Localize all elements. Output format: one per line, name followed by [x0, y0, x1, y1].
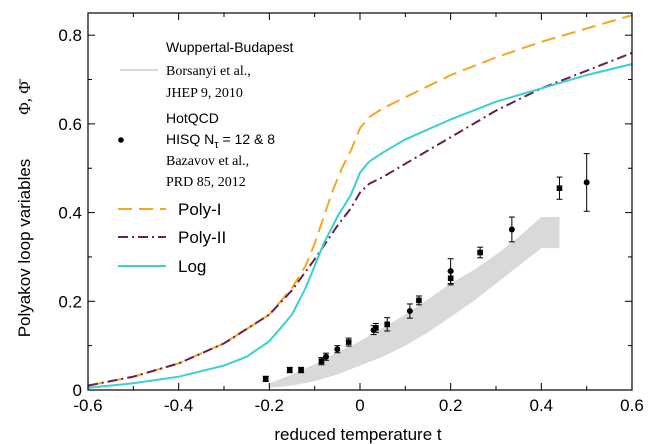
y-tick-label: 0.6	[58, 115, 82, 134]
y-axis-title-text: Polyakov loop variables	[15, 159, 34, 338]
data-point-square	[318, 358, 325, 364]
y-tick-label: 0	[73, 381, 82, 400]
y-axis-symbols: Φ, Φ̄	[15, 78, 34, 114]
y-tick-label: 0.4	[58, 204, 82, 223]
data-point-square	[384, 321, 390, 328]
axis-ticks-layer: -0.6 -0.4 -0.2 0 0.2 0.4 0.6 0 0.2 0.4 0.6 0.8	[58, 13, 644, 415]
legend-poly1-label: Poly-I	[178, 200, 221, 219]
data-point-square	[286, 367, 293, 373]
legend-hotqcd-ref1: Bazavov et al.,	[166, 154, 249, 169]
log-curve	[87, 63, 633, 389]
legend-hotqcd-sub: HISQ Nτ = 12 & 8	[166, 131, 275, 151]
x-tick-label: -0.2	[255, 396, 284, 415]
legend-hotqcd-sub-prefix: HISQ N	[166, 131, 214, 147]
legend-log-label: Log	[178, 257, 206, 276]
legend-wb-ref1: Borsanyi et al.,	[166, 64, 251, 79]
y-axis-title: Polyakov loop variables	[15, 159, 34, 338]
legend-poly2-label: Poly-II	[178, 228, 226, 247]
data-point-square	[556, 185, 563, 191]
data-point-square	[447, 275, 454, 282]
data-point-circle	[406, 308, 413, 315]
legend-hotqcd-marker	[118, 137, 124, 143]
x-tick-label: 0.2	[439, 396, 463, 415]
legend-wb-title: Wuppertal-Budapest	[166, 39, 293, 55]
legend-hotqcd-sub-index: τ	[214, 139, 219, 151]
lattice-band	[269, 217, 560, 388]
legend-wb-ref2: JHEP 9, 2010	[166, 86, 243, 101]
lattice-band-layer	[269, 217, 560, 388]
y-tick-label: 0.8	[58, 26, 82, 45]
x-tick-label: 0.6	[620, 396, 644, 415]
poly2-curve	[87, 51, 633, 387]
data-point-circle	[583, 179, 590, 186]
data-point-circle	[508, 226, 515, 233]
x-axis-title: reduced temperature t	[274, 425, 442, 444]
data-point-square	[373, 325, 379, 331]
model-curves-layer	[87, 14, 633, 389]
x-tick-label: -0.4	[164, 396, 193, 415]
y-tick-label: 0.2	[58, 292, 82, 311]
data-point-circle	[323, 353, 329, 360]
data-point-square	[416, 297, 422, 304]
data-point-square	[477, 249, 483, 256]
legend-hotqcd-ref2: PRD 85, 2012	[166, 175, 246, 190]
data-point-square	[262, 376, 269, 382]
data-points-layer	[262, 153, 590, 383]
data-point-circle	[334, 346, 341, 353]
data-point-square	[345, 339, 352, 345]
x-tick-label: -0.6	[73, 396, 102, 415]
legend: Wuppertal-Budapest Borsanyi et al., JHEP…	[118, 39, 293, 276]
legend-hotqcd-title: HotQCD	[166, 110, 219, 126]
x-tick-label: 0	[355, 396, 364, 415]
data-point-square	[298, 367, 304, 373]
legend-hotqcd-sub-suffix: = 12 & 8	[219, 131, 276, 147]
x-tick-label: 0.4	[530, 396, 554, 415]
